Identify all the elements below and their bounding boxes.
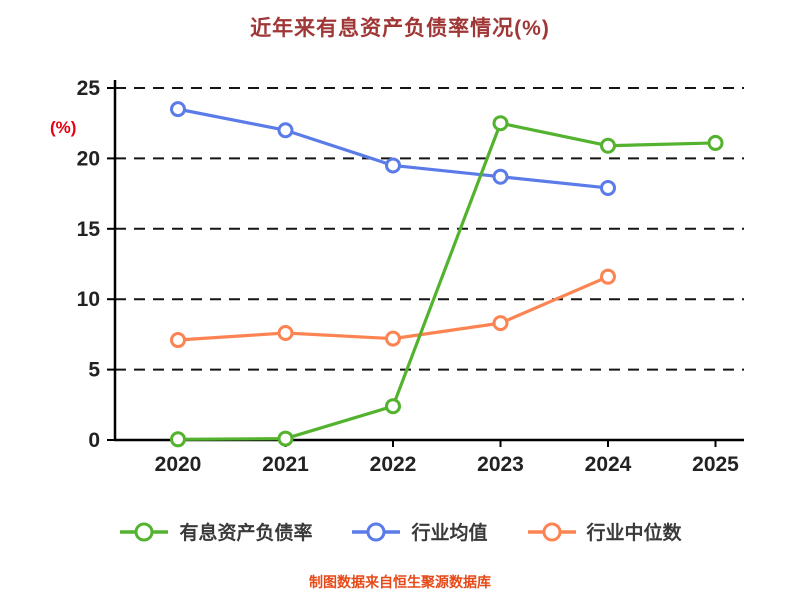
data-source-note: 制图数据来自恒生聚源数据库 [309,574,491,590]
data-point-marker-2 [385,330,401,347]
data-point-marker-0 [492,115,509,132]
data-point-marker-1 [385,157,401,174]
y-tick-label: 20 [77,147,100,170]
y-tick-label: 5 [88,359,100,382]
series-line-0 [176,121,718,441]
data-point-marker-1 [492,168,509,185]
legend-item-industry-median: 行业中位数 [526,518,682,545]
legend-line-circle-icon [527,522,576,541]
data-point-marker-0 [385,398,401,415]
y-tick-label: 10 [77,288,100,311]
legend-label: 行业中位数 [586,523,682,544]
x-tick-label: 2021 [262,453,309,476]
legend-item-industry-mean: 行业均值 [350,518,488,545]
x-tick-label: 2024 [585,453,632,476]
data-point-marker-2 [600,268,616,285]
data-point-marker-2 [170,332,186,349]
legend-line-circle-icon [352,522,401,541]
y-tick-label: 15 [77,218,101,241]
data-point-marker-1 [277,122,294,139]
x-tick-label: 2020 [155,453,202,476]
data-point-marker-2 [277,324,294,341]
series-line-2 [176,275,610,342]
data-point-marker-0 [170,431,186,448]
series-line-1 [176,107,610,190]
legend-line-circle-icon [120,522,169,541]
x-tick-label: 2025 [692,453,739,476]
data-point-marker-0 [707,134,724,151]
data-point-marker-0 [277,430,294,447]
chart-title: 近年来有息资产负债率情况(%) [250,17,550,40]
legend-label: 行业均值 [411,523,488,544]
chart-legend: 有息资产负债率 行业均值 行业中位数 [0,518,800,545]
x-tick-label: 2022 [370,453,417,476]
y-axis-unit-label: (%) [50,118,76,137]
data-point-marker-1 [170,101,186,118]
y-tick-label: 0 [88,429,100,452]
y-tick-label: 25 [77,77,101,100]
data-point-marker-0 [600,137,616,154]
data-point-marker-2 [492,315,509,332]
legend-label: 有息资产负债率 [179,523,313,544]
data-point-marker-1 [600,179,616,196]
x-tick-label: 2023 [477,453,524,476]
legend-item-main-series: 有息资产负债率 [118,518,312,545]
